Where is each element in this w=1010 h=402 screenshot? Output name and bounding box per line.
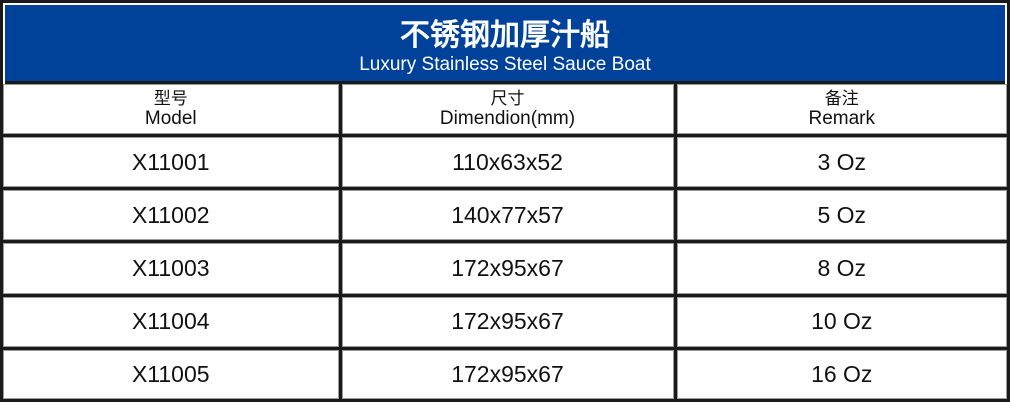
model-cell: X11005	[3, 346, 342, 399]
model-cell: X11003	[3, 240, 342, 297]
remark-cell: 8 Oz	[673, 240, 1007, 297]
header-size-cn: 尺寸	[490, 89, 525, 109]
table-row: X11003 172x95x67 8 Oz	[3, 240, 1007, 297]
size-cell: 140x77x57	[338, 187, 677, 244]
header-size-en: Dimendion(mm)	[439, 108, 576, 129]
header-remark-cn: 备注	[824, 89, 859, 109]
header-model: 型号 Model	[3, 84, 342, 137]
size-cell: 110x63x52	[338, 133, 677, 191]
table-row: X11002 140x77x57 5 Oz	[3, 187, 1007, 244]
header-row: 型号 Model 尺寸 Dimendion(mm) 备注 Remark	[3, 84, 1007, 137]
header-model-cn: 型号	[153, 89, 188, 109]
header-size: 尺寸 Dimendion(mm)	[338, 84, 677, 137]
model-cell: X11004	[3, 293, 342, 350]
size-cell: 172x95x67	[338, 293, 677, 350]
remark-cell: 3 Oz	[673, 133, 1007, 191]
size-cell: 172x95x67	[338, 240, 677, 297]
spec-table: 型号 Model 尺寸 Dimendion(mm) 备注 Remark X11001 1…	[3, 84, 1007, 399]
title-chinese: 不锈钢加厚汁船	[400, 18, 610, 53]
model-cell: X11001	[3, 133, 342, 191]
remark-cell: 10 Oz	[673, 293, 1007, 350]
title-banner: 不锈钢加厚汁船 Luxury Stainless Steel Sauce Boa…	[5, 5, 1005, 84]
size-cell: 172x95x67	[338, 346, 677, 399]
table-row: X11001 110x63x52 3 Oz	[3, 133, 1007, 191]
remark-cell: 5 Oz	[673, 187, 1007, 244]
header-remark-en: Remark	[808, 108, 875, 129]
remark-cell: 16 Oz	[673, 346, 1007, 399]
model-cell: X11002	[3, 187, 342, 244]
table-row: X11005 172x95x67 16 Oz	[3, 346, 1007, 399]
title-english: Luxury Stainless Steel Sauce Boat	[359, 54, 651, 75]
table-row: X11004 172x95x67 10 Oz	[3, 293, 1007, 350]
header-model-en: Model	[144, 108, 197, 129]
header-remark: 备注 Remark	[673, 84, 1007, 137]
